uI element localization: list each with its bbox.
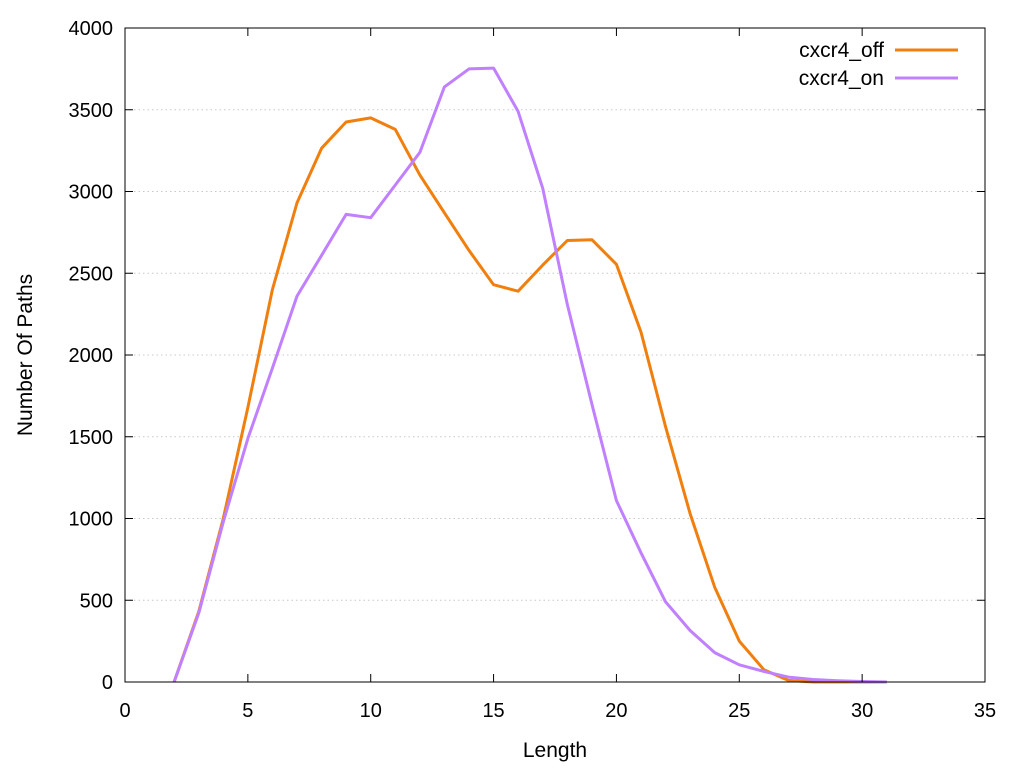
x-tick-label-5: 25 [728,700,750,722]
x-tick-label-4: 20 [605,700,627,722]
series-lines [172,66,887,684]
x-tick-label-2: 10 [360,700,382,722]
y-tick-label-0: 0 [102,672,113,694]
y-tick-label-1: 500 [80,590,113,612]
axis-ticks: 0 5 10 15 20 25 30 35 0 500 1000 1500 2000 2500 3000 35… [69,18,997,722]
x-tick-label-7: 35 [974,700,996,722]
y-tick-label-2: 1000 [69,509,114,531]
x-tick-label-0: 0 [119,700,130,722]
series-line-cxcr4_off [172,116,887,684]
y-tick-label-5: 2500 [69,263,114,285]
x-tick-label-1: 5 [242,700,253,722]
legend: cxcr4_off cxcr4_on [799,39,958,90]
legend-label-cxcr4_on: cxcr4_on [799,67,884,90]
x-tick-label-6: 30 [851,700,873,722]
grid-lines [125,109,985,601]
y-tick-label-3: 1500 [69,427,114,449]
x-tick-label-3: 15 [482,700,504,722]
y-axis-label: Number Of Paths [14,274,37,436]
legend-label-cxcr4_off: cxcr4_off [799,39,884,62]
y-tick-label-6: 3000 [69,182,114,204]
y-tick-label-4: 2000 [69,345,114,367]
series-line-cxcr4_on [172,66,887,684]
x-axis-label: Length [523,739,587,762]
y-tick-label-8: 4000 [69,18,114,40]
plot-frame [124,27,986,683]
y-tick-label-7: 3500 [69,100,114,122]
